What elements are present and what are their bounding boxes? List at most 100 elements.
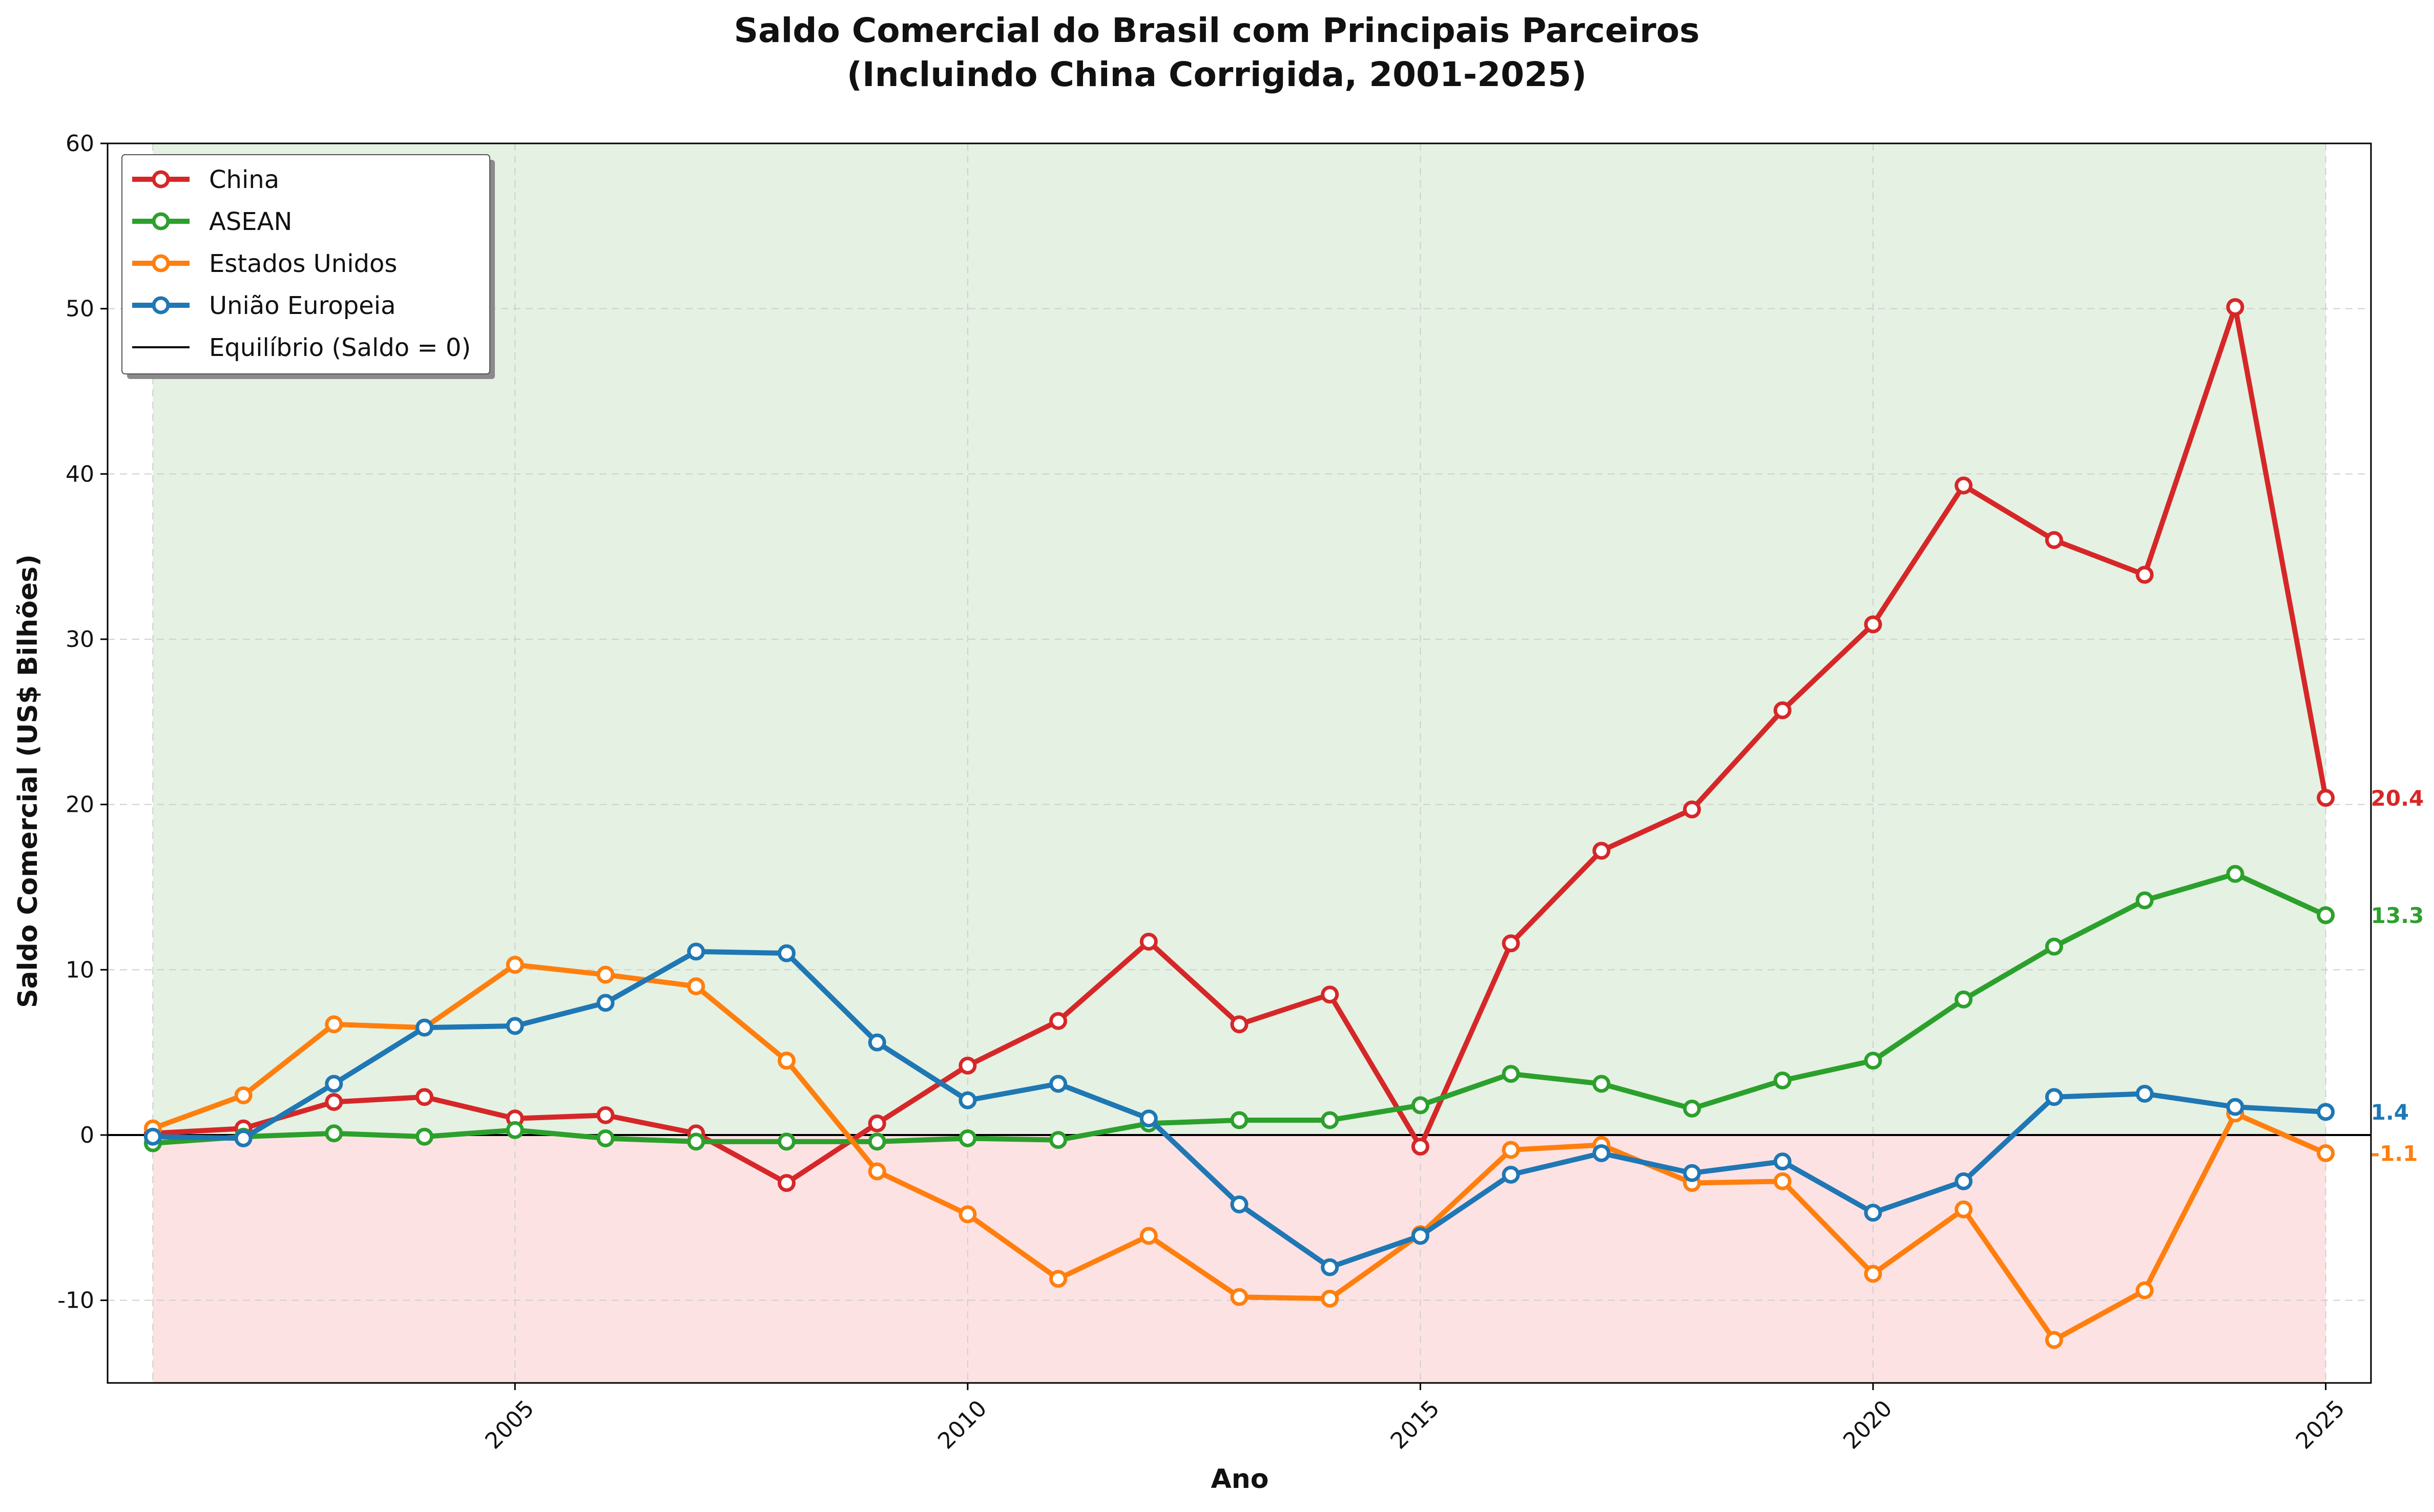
- legend-marker: [152, 296, 170, 314]
- data-point: [415, 1127, 434, 1146]
- data-point: [2226, 298, 2244, 316]
- data-point: [234, 1086, 253, 1105]
- data-point: [1954, 990, 1973, 1009]
- y-tick-label: 40: [66, 461, 94, 487]
- data-point: [596, 1129, 615, 1147]
- data-point: [1954, 1200, 1973, 1219]
- data-point: [1683, 800, 1701, 818]
- data-point: [959, 1056, 977, 1075]
- data-point: [1864, 1265, 1882, 1283]
- data-point: [1321, 1258, 1339, 1276]
- data-point: [1592, 1075, 1611, 1093]
- data-point: [777, 944, 796, 962]
- data-point: [2135, 1281, 2154, 1299]
- data-point: [687, 942, 705, 961]
- data-point: [2317, 1144, 2335, 1162]
- data-point: [2226, 865, 2244, 883]
- data-point: [1773, 1152, 1792, 1171]
- data-point: [596, 1106, 615, 1124]
- data-point: [1411, 1096, 1429, 1115]
- data-point: [2317, 789, 2335, 807]
- data-point: [506, 956, 524, 974]
- data-point: [1230, 1195, 1249, 1214]
- y-tick-label: 60: [66, 131, 94, 157]
- series-2: [143, 956, 2335, 1349]
- data-point: [959, 1091, 977, 1109]
- data-point: [959, 1129, 977, 1147]
- legend-item: China: [132, 165, 279, 194]
- data-point: [1592, 842, 1611, 860]
- data-point: [1049, 1131, 1068, 1149]
- data-point: [2317, 906, 2335, 925]
- data-point: [1773, 701, 1792, 720]
- data-point: [2045, 531, 2063, 549]
- data-point: [325, 1093, 343, 1111]
- y-axis-label: Saldo Comercial (US$ Bilhões): [13, 554, 44, 1008]
- legend-marker: [152, 254, 170, 272]
- y-tick-label: -10: [57, 1288, 94, 1314]
- x-tick-label: 2010: [933, 1395, 992, 1454]
- legend-label: ASEAN: [209, 207, 292, 236]
- chart-title: Saldo Comercial do Brasil com Principais…: [734, 11, 1700, 50]
- data-point: [1954, 1172, 1973, 1190]
- legend-marker: [152, 170, 170, 188]
- x-tick-label: 2005: [480, 1395, 539, 1454]
- data-point: [143, 1127, 162, 1146]
- series-1: [143, 865, 2335, 1152]
- data-point: [1321, 985, 1339, 1004]
- legend-label: Estados Unidos: [209, 249, 397, 278]
- data-point: [2317, 1103, 2335, 1121]
- data-point: [2045, 1331, 2063, 1349]
- data-point: [868, 1114, 886, 1132]
- end-value-label: -1.1: [2371, 1141, 2418, 1166]
- data-point: [1049, 1012, 1068, 1030]
- data-point: [1049, 1075, 1068, 1093]
- data-point: [1230, 1288, 1249, 1306]
- legend-item: Estados Unidos: [132, 249, 397, 278]
- data-point: [1592, 1144, 1611, 1162]
- data-point: [1954, 476, 1973, 495]
- plot-frame: [107, 142, 2372, 1384]
- legend-label: Equilíbrio (Saldo = 0): [209, 333, 471, 362]
- data-point: [868, 1162, 886, 1181]
- data-point: [1502, 934, 1520, 953]
- data-point: [777, 1052, 796, 1070]
- data-point: [1773, 1072, 1792, 1090]
- data-point: [687, 1132, 705, 1151]
- data-point: [1773, 1172, 1792, 1190]
- series-0: [143, 298, 2335, 1192]
- data-point: [1864, 615, 1882, 634]
- data-point: [415, 1018, 434, 1037]
- legend-items: China ASEAN Estados Unidos União Europeia Eq…: [132, 165, 471, 362]
- data-point: [325, 1075, 343, 1093]
- data-point: [1411, 1138, 1429, 1156]
- y-tick-label: 0: [80, 1122, 94, 1148]
- x-tick-label: 2025: [2291, 1395, 2350, 1454]
- data-point: [1502, 1141, 1520, 1159]
- series-layer: [143, 298, 2335, 1349]
- x-tick-label: 2015: [1386, 1395, 1445, 1454]
- data-point: [506, 1121, 524, 1139]
- data-point: [1411, 1227, 1429, 1245]
- data-point: [1139, 1227, 1158, 1245]
- data-point: [959, 1205, 977, 1224]
- legend-box: [121, 154, 490, 374]
- legend: China ASEAN Estados Unidos União Europeia Eq…: [121, 154, 495, 379]
- y-tick-label: 10: [66, 957, 94, 983]
- data-point: [415, 1088, 434, 1106]
- data-point: [868, 1132, 886, 1151]
- data-point: [1321, 1289, 1339, 1308]
- x-tick-label: 2020: [1838, 1395, 1897, 1454]
- data-point: [868, 1033, 886, 1052]
- data-point: [1683, 1099, 1701, 1118]
- legend-item: União Europeia: [132, 291, 396, 320]
- legend-item: Equilíbrio (Saldo = 0): [132, 333, 471, 362]
- data-point: [1683, 1164, 1701, 1182]
- y-tick-label: 30: [66, 626, 94, 653]
- data-point: [1049, 1270, 1068, 1288]
- end-value-label: 13.3: [2371, 903, 2424, 928]
- data-point: [2045, 1088, 2063, 1106]
- data-point: [234, 1129, 253, 1147]
- end-value-label: 1.4: [2371, 1100, 2409, 1125]
- series-3: [143, 942, 2335, 1276]
